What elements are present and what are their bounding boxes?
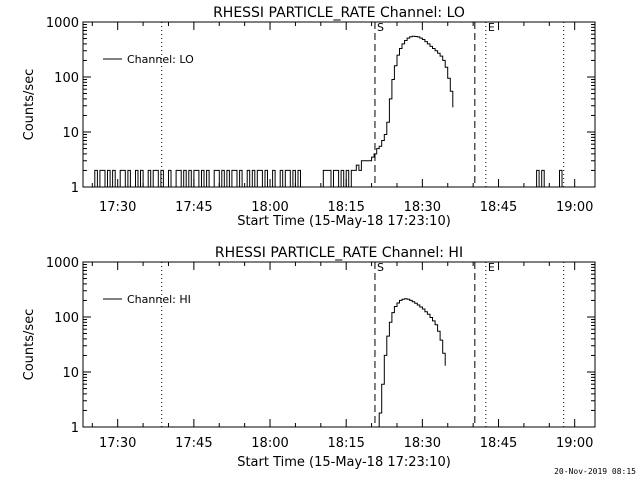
x-tick-label: 18:15 [327, 436, 364, 451]
legend-label: Channel: HI [127, 293, 191, 306]
time-marker-label: S [377, 21, 384, 34]
x-axis-label: Start Time (15-May-18 17:23:10) [237, 214, 451, 229]
y-tick-label: 10 [62, 366, 79, 381]
y-tick-label: 10 [62, 126, 79, 141]
y-tick-label: 1000 [46, 256, 79, 271]
y-tick-label: 1 [71, 181, 79, 196]
x-tick-label: 17:30 [99, 436, 136, 451]
y-tick-label: 1000 [46, 16, 79, 31]
y-tick-label: 100 [54, 71, 79, 86]
legend-label: Channel: LO [127, 53, 194, 66]
plot-frame [82, 21, 596, 188]
x-tick-label: 18:15 [327, 200, 364, 215]
x-tick-label: 19:00 [556, 436, 593, 451]
x-tick-label: 18:00 [251, 436, 288, 451]
panel-lo: RHESSI PARTICLE_RATE Channel: LO 1 10 100 10… [22, 5, 596, 229]
chart-title: RHESSI PARTICLE_RATE Channel: LO [213, 5, 465, 21]
x-tick-label: 18:30 [404, 436, 441, 451]
y-axis-label: Counts/sec [22, 69, 37, 141]
x-tick-label: 19:00 [556, 200, 593, 215]
y-tick-label: 100 [54, 311, 79, 326]
time-marker-label: E [488, 21, 495, 34]
footer-timestamp: 20-Nov-2019 08:15 [554, 467, 636, 476]
x-tick-label: 18:45 [480, 436, 517, 451]
y-tick-label: 1 [71, 421, 79, 436]
x-axis-label: Start Time (15-May-18 17:23:10) [237, 455, 451, 470]
series-line [377, 298, 446, 428]
x-tick-label: 17:45 [175, 436, 212, 451]
chart-title: RHESSI PARTICLE_RATE Channel: HI [215, 245, 463, 261]
x-tick-label: 18:30 [404, 200, 441, 215]
plot-frame [82, 261, 596, 428]
series-line [92, 35, 563, 188]
x-tick-label: 17:30 [99, 200, 136, 215]
time-marker-label: E [488, 261, 495, 274]
panel-hi: RHESSI PARTICLE_RATE Channel: HI 1 10 100 10… [22, 245, 596, 470]
time-marker-label: S [377, 261, 384, 274]
x-tick-label: 18:45 [480, 200, 517, 215]
x-tick-label: 17:45 [175, 200, 212, 215]
x-tick-label: 18:00 [251, 200, 288, 215]
y-axis-label: Counts/sec [22, 309, 37, 381]
